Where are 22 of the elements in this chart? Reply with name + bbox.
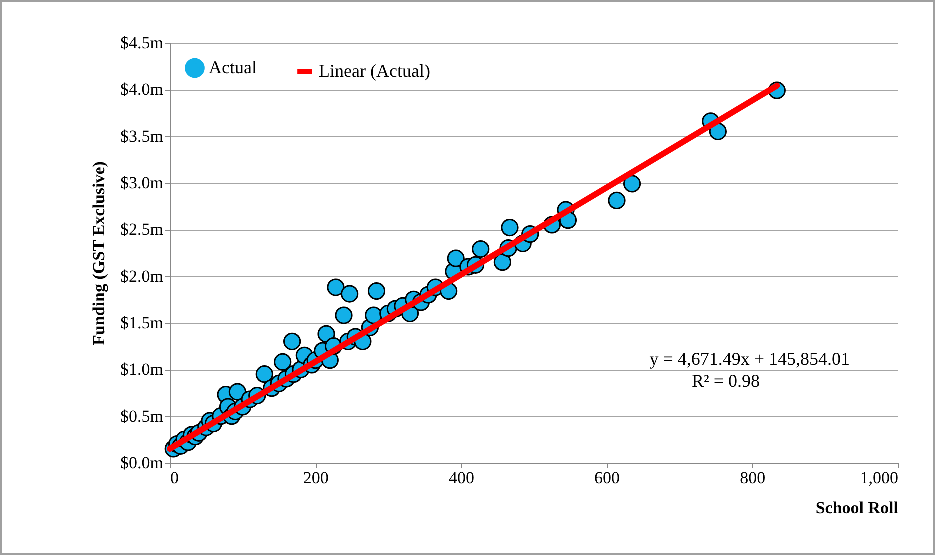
legend-label: Linear (Actual) xyxy=(319,61,430,81)
y-tick-label: $3.5m xyxy=(120,126,164,146)
legend-label: Actual xyxy=(209,57,257,78)
x-tick-label: 1,000 xyxy=(860,468,898,488)
x-tick-label: 800 xyxy=(740,468,766,488)
x-tick-label: 200 xyxy=(303,468,329,488)
y-tick-label: $0.0m xyxy=(120,454,164,472)
y-tick-label: $4.0m xyxy=(120,80,164,100)
annotation: R² = 0.98 xyxy=(692,371,760,391)
y-tick-label: $1.0m xyxy=(120,360,164,380)
y-tick-label: $4.5m xyxy=(120,34,164,52)
y-tick-label: $0.5m xyxy=(120,406,164,426)
y-axis-title: Funding (GST Exclusive) xyxy=(90,162,109,346)
x-axis-title: School Roll xyxy=(816,498,899,518)
x-tick-label: 0 xyxy=(170,468,179,488)
y-tick-label: $1.5m xyxy=(120,314,164,332)
y-tick-label: $3.0m xyxy=(120,174,164,192)
x-tick-label: 400 xyxy=(448,468,474,488)
annotation: y = 4,671.49x + 145,854.01 xyxy=(650,349,850,369)
y-tick-label: $2.5m xyxy=(120,220,164,240)
x-tick-label: 600 xyxy=(594,468,620,488)
y-tick-label: $2.0m xyxy=(120,266,164,286)
